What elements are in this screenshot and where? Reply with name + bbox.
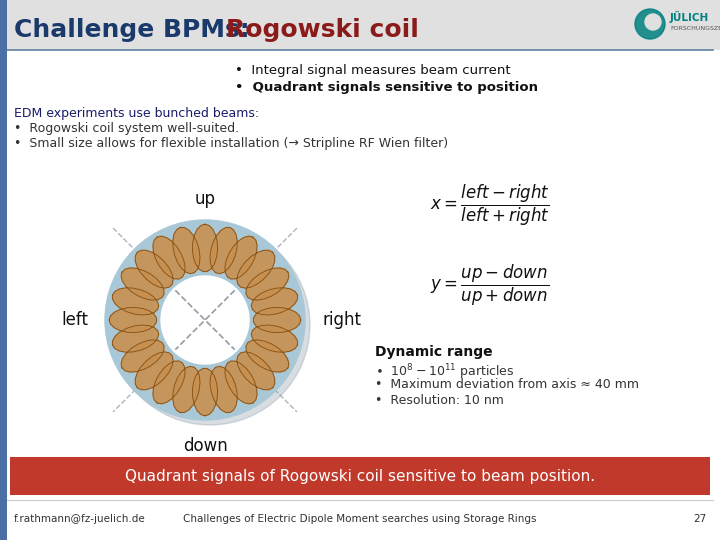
Circle shape	[161, 276, 249, 364]
Circle shape	[105, 220, 305, 420]
Polygon shape	[135, 352, 173, 390]
Polygon shape	[210, 227, 237, 274]
Polygon shape	[246, 268, 289, 300]
Polygon shape	[173, 366, 200, 413]
Text: up: up	[194, 190, 215, 208]
Circle shape	[110, 225, 310, 425]
Polygon shape	[109, 307, 156, 333]
Polygon shape	[121, 340, 164, 372]
Polygon shape	[153, 361, 185, 404]
Text: right: right	[322, 311, 361, 329]
Polygon shape	[237, 250, 275, 288]
Polygon shape	[192, 368, 217, 416]
Text: f.rathmann@fz-juelich.de: f.rathmann@fz-juelich.de	[14, 514, 145, 524]
Text: •  Rogowski coil system well-suited.: • Rogowski coil system well-suited.	[14, 122, 239, 135]
Text: Challenges of Electric Dipole Moment searches using Storage Rings: Challenges of Electric Dipole Moment sea…	[184, 514, 536, 524]
Text: Rogowski coil: Rogowski coil	[226, 18, 419, 42]
Polygon shape	[112, 288, 158, 315]
Text: •  Small size allows for flexible installation (→ Stripline RF Wien filter): • Small size allows for flexible install…	[14, 137, 448, 150]
Polygon shape	[192, 224, 217, 272]
Text: Dynamic range: Dynamic range	[375, 345, 492, 359]
Polygon shape	[251, 325, 297, 352]
Text: $x = \dfrac{left - right}{left + right}$: $x = \dfrac{left - right}{left + right}$	[430, 183, 550, 227]
FancyBboxPatch shape	[0, 0, 7, 540]
Text: down: down	[183, 437, 228, 455]
FancyBboxPatch shape	[10, 457, 710, 495]
Text: EDM experiments use bunched beams:: EDM experiments use bunched beams:	[14, 107, 259, 120]
Polygon shape	[246, 340, 289, 372]
Text: •  Quadrant signals sensitive to position: • Quadrant signals sensitive to position	[235, 81, 538, 94]
Polygon shape	[112, 325, 158, 352]
Polygon shape	[225, 236, 257, 279]
Text: FORSCHUNGSZENTRUM: FORSCHUNGSZENTRUM	[670, 26, 720, 31]
Polygon shape	[121, 268, 164, 300]
Text: JÜLICH: JÜLICH	[670, 11, 709, 23]
Text: left: left	[61, 311, 88, 329]
Text: •  Maximum deviation from axis ≈ 40 mm: • Maximum deviation from axis ≈ 40 mm	[375, 378, 639, 391]
FancyBboxPatch shape	[0, 0, 720, 50]
Polygon shape	[153, 236, 185, 279]
Circle shape	[162, 277, 248, 363]
Circle shape	[645, 14, 661, 30]
Text: 27: 27	[693, 514, 706, 524]
Text: Quadrant signals of Rogowski coil sensitive to beam position.: Quadrant signals of Rogowski coil sensit…	[125, 469, 595, 483]
Circle shape	[635, 9, 665, 39]
Polygon shape	[225, 361, 257, 404]
Polygon shape	[173, 227, 200, 274]
Polygon shape	[237, 352, 275, 390]
Polygon shape	[210, 366, 237, 413]
Text: •  Resolution: 10 nm: • Resolution: 10 nm	[375, 394, 504, 407]
Polygon shape	[251, 288, 297, 315]
Text: $y = \dfrac{up - down}{up + down}$: $y = \dfrac{up - down}{up + down}$	[430, 262, 549, 308]
Polygon shape	[135, 250, 173, 288]
Text: $\bullet$  $10^8 - 10^{11}$ particles: $\bullet$ $10^8 - 10^{11}$ particles	[375, 362, 515, 382]
Text: •  Integral signal measures beam current: • Integral signal measures beam current	[235, 64, 510, 77]
Text: Challenge BPMs:: Challenge BPMs:	[14, 18, 258, 42]
Polygon shape	[253, 307, 301, 333]
